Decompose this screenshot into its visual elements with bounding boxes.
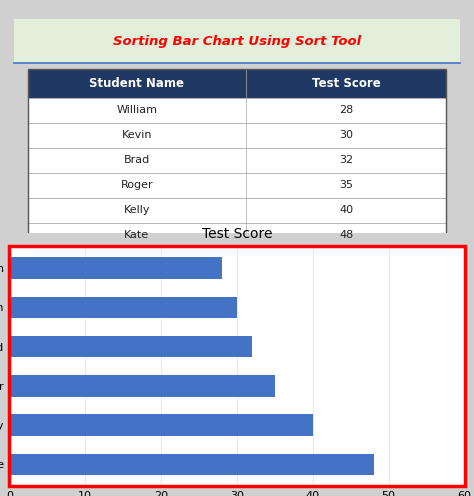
Text: Roger: Roger [120, 181, 153, 190]
Bar [9, 454, 374, 475]
FancyBboxPatch shape [27, 69, 447, 98]
Bar [9, 297, 237, 318]
Bar [9, 414, 313, 436]
Text: Brad: Brad [124, 155, 150, 165]
Text: Student Name: Student Name [90, 77, 184, 90]
Text: Test Score: Test Score [312, 77, 381, 90]
Text: 35: 35 [339, 181, 353, 190]
FancyBboxPatch shape [27, 148, 447, 173]
Text: 30: 30 [339, 130, 353, 140]
Text: Kelly: Kelly [124, 205, 150, 215]
Text: 28: 28 [339, 105, 353, 115]
FancyBboxPatch shape [27, 173, 447, 198]
Text: 48: 48 [339, 231, 353, 241]
Bar [9, 336, 252, 358]
Title: Test Score: Test Score [202, 227, 272, 241]
Text: Sorting Bar Chart Using Sort Tool: Sorting Bar Chart Using Sort Tool [113, 35, 361, 48]
FancyBboxPatch shape [27, 98, 447, 123]
Text: Kate: Kate [124, 231, 149, 241]
Text: Kevin: Kevin [122, 130, 152, 140]
FancyBboxPatch shape [27, 223, 447, 248]
FancyBboxPatch shape [27, 123, 447, 148]
Text: William: William [117, 105, 157, 115]
Text: 40: 40 [339, 205, 353, 215]
Bar [9, 257, 222, 279]
FancyBboxPatch shape [14, 19, 460, 63]
Text: 32: 32 [339, 155, 353, 165]
FancyBboxPatch shape [27, 198, 447, 223]
Bar [9, 375, 275, 397]
